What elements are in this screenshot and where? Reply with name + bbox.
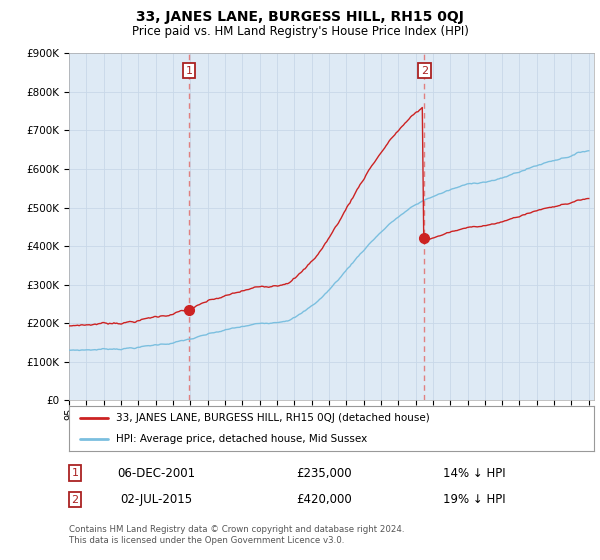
Text: HPI: Average price, detached house, Mid Sussex: HPI: Average price, detached house, Mid … xyxy=(116,433,367,444)
Text: 2: 2 xyxy=(71,494,79,505)
Text: £420,000: £420,000 xyxy=(296,493,352,506)
Text: 06-DEC-2001: 06-DEC-2001 xyxy=(117,466,195,480)
Text: 1: 1 xyxy=(185,66,193,76)
Text: Contains HM Land Registry data © Crown copyright and database right 2024.
This d: Contains HM Land Registry data © Crown c… xyxy=(69,525,404,545)
Text: 02-JUL-2015: 02-JUL-2015 xyxy=(120,493,192,506)
Text: 14% ↓ HPI: 14% ↓ HPI xyxy=(443,466,505,480)
Text: 19% ↓ HPI: 19% ↓ HPI xyxy=(443,493,505,506)
Text: 2: 2 xyxy=(421,66,428,76)
Text: £235,000: £235,000 xyxy=(296,466,352,480)
Text: 1: 1 xyxy=(71,468,79,478)
Text: Price paid vs. HM Land Registry's House Price Index (HPI): Price paid vs. HM Land Registry's House … xyxy=(131,25,469,38)
Text: 33, JANES LANE, BURGESS HILL, RH15 0QJ (detached house): 33, JANES LANE, BURGESS HILL, RH15 0QJ (… xyxy=(116,413,430,423)
Text: 33, JANES LANE, BURGESS HILL, RH15 0QJ: 33, JANES LANE, BURGESS HILL, RH15 0QJ xyxy=(136,10,464,24)
